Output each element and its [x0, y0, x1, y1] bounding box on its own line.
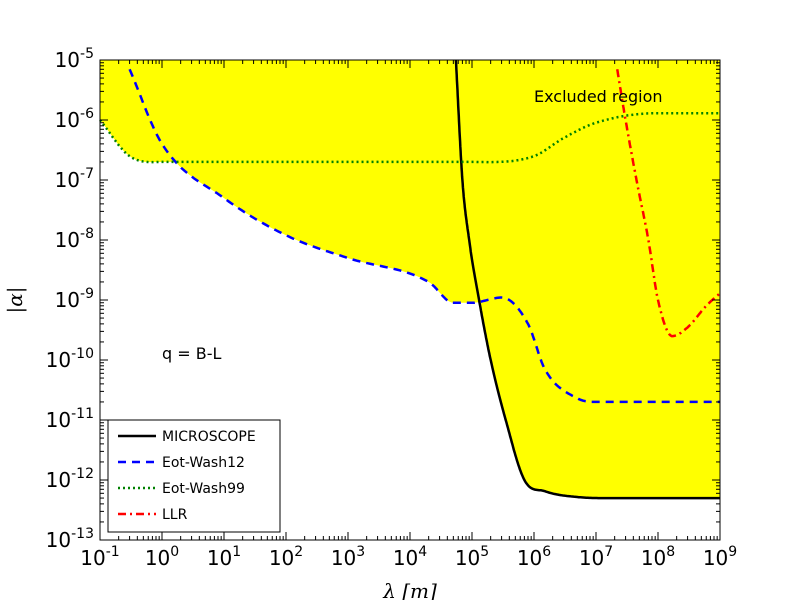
x-tick-label: 107: [579, 544, 613, 570]
legend-label: Eot-Wash99: [162, 481, 245, 497]
y-tick-label: 10-10: [46, 346, 94, 372]
series-line-eot-wash99: [99, 111, 720, 164]
tick-layer: 10-1 100 101 102 103 104 105 106 107 108 109 10-13 1…: [46, 46, 738, 570]
series-line-microscope: [454, 59, 720, 500]
x-tick-label: 103: [331, 544, 365, 570]
x-tick-label: 104: [393, 544, 427, 570]
series-layer: [99, 59, 721, 500]
x-tick-label: 106: [517, 544, 551, 570]
legend-label: LLR: [162, 507, 188, 523]
y-tick-label: 10-5: [55, 46, 94, 72]
legend-label: MICROSCOPE: [162, 429, 256, 445]
x-tick-label: 10-1: [80, 544, 119, 570]
y-tick-label: 10-7: [55, 166, 94, 192]
series-line-llr: [615, 69, 721, 338]
y-tick-label: 10-8: [55, 226, 94, 252]
y-tick-label: 10-6: [55, 106, 95, 132]
annotation-charge: q = B-L: [162, 344, 221, 363]
x-tick-label: 101: [207, 544, 241, 570]
x-tick-label: 108: [641, 544, 675, 570]
y-tick-label: 10-9: [55, 286, 94, 312]
x-axis-label: λ [m]: [382, 579, 437, 600]
x-tick-label: 105: [455, 544, 489, 570]
excluded-region-fill: [100, 60, 720, 499]
x-tick-label: 102: [269, 544, 303, 570]
legend: MICROSCOPE Eot-Wash12 Eot-Wash99 LLR: [107, 419, 281, 533]
excluded-region-layer: [100, 60, 720, 499]
y-tick-label: 10-11: [46, 406, 94, 432]
series-line-eot-wash12: [128, 68, 720, 404]
y-tick-label: 10-12: [46, 466, 94, 492]
y-tick-label: 10-13: [46, 526, 94, 552]
x-tick-label: 109: [703, 544, 737, 570]
x-tick-label: 100: [145, 544, 179, 570]
y-axis-label: |α|: [3, 287, 28, 314]
annotation-excluded-region: Excluded region: [534, 87, 663, 106]
legend-label: Eot-Wash12: [162, 455, 245, 471]
